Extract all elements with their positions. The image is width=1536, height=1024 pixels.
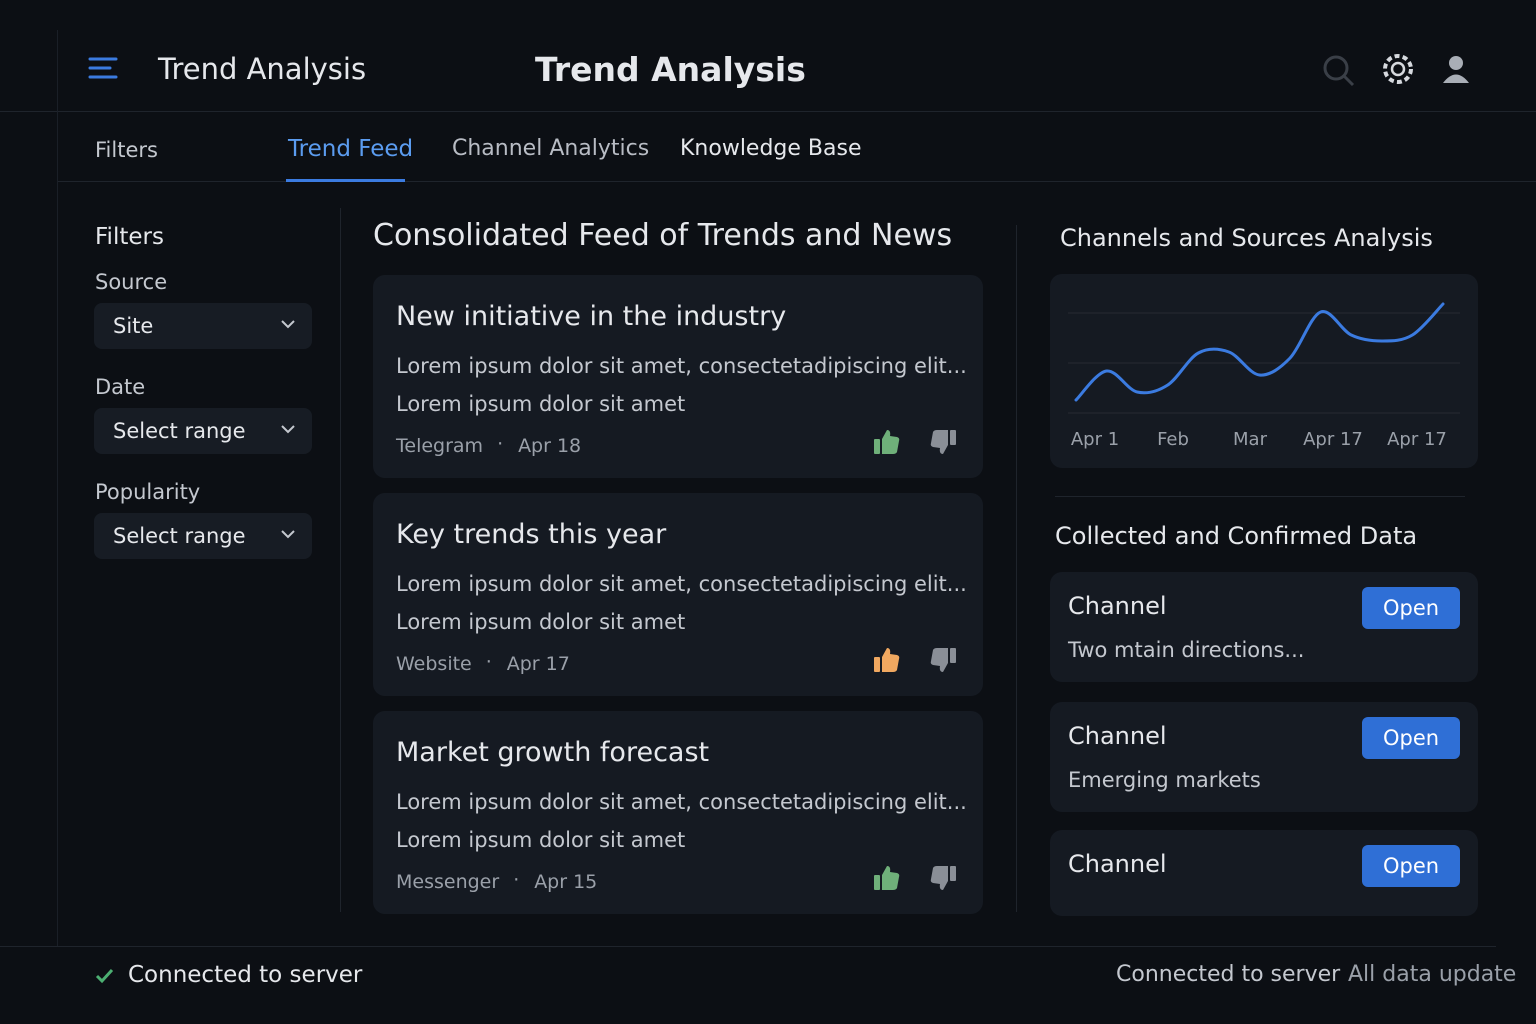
open-button[interactable]: Open	[1362, 587, 1460, 629]
tab[interactable]: Filters	[95, 138, 158, 162]
actions	[930, 427, 958, 461]
dislike-button[interactable]	[930, 427, 958, 457]
feed-item-title: Key trends this year	[396, 519, 667, 550]
app-title: Trend Analysis	[158, 52, 367, 86]
page-title: Trend Analysis	[535, 50, 806, 89]
chevron	[281, 530, 295, 539]
tab-underline	[286, 179, 405, 182]
feed-card	[373, 493, 983, 696]
feed-item-source: Telegram	[396, 435, 484, 457]
filters-title: Filters	[95, 224, 164, 250]
data-card: Channel Open	[1050, 830, 1478, 916]
status: Connected to server	[128, 962, 363, 988]
chevron	[281, 425, 295, 434]
data-card: Channel Open Emerging markets	[1050, 702, 1478, 812]
header-border	[0, 111, 1536, 112]
tab-active[interactable]: Trend Feed	[288, 136, 414, 162]
chart-card	[1050, 274, 1478, 468]
feed-item-text: Lorem ipsum dolor sit amet, consectetadi…	[396, 790, 967, 814]
select-value: Select range	[113, 419, 246, 443]
update: All data update	[1348, 962, 1517, 987]
select[interactable]: Site	[94, 303, 312, 349]
like-button[interactable]	[872, 427, 900, 457]
dislike-button[interactable]	[930, 645, 958, 675]
left-border	[57, 30, 58, 946]
channel-text: Two mtain directions...	[1068, 638, 1305, 662]
line	[1074, 302, 1445, 402]
x-label: Apr 17	[1303, 429, 1363, 450]
menu-icon[interactable]	[88, 56, 120, 82]
separator: ·	[513, 869, 520, 891]
feed-title: Consolidated Feed of Trends and News	[373, 218, 953, 253]
filter-label: Source	[95, 270, 168, 294]
feed-item-title: Market growth forecast	[396, 737, 710, 768]
like-button[interactable]	[872, 863, 900, 893]
divider	[1055, 496, 1465, 497]
separator: ·	[485, 651, 492, 673]
status-right: Connected to server	[1116, 962, 1341, 987]
filter-label: Date	[95, 375, 146, 399]
dislike-button[interactable]	[930, 863, 958, 893]
channel-text: Emerging markets	[1068, 768, 1261, 792]
footer-border	[0, 946, 1496, 947]
actions	[872, 645, 900, 679]
feed-item-date: Apr 15	[534, 871, 598, 893]
feed-item-title: New initiative in the industry	[396, 301, 787, 332]
select-value: Site	[113, 314, 154, 338]
x-label: Mar	[1233, 429, 1268, 450]
x-label: Feb	[1157, 429, 1189, 450]
feed-item-text: Lorem ipsum dolor sit amet, consectetadi…	[396, 572, 967, 596]
chevron	[281, 320, 295, 329]
feed-item-date: Apr 17	[506, 653, 570, 675]
collected-title: Collected and Confirmed Data	[1055, 522, 1418, 550]
feed-item-date: Apr 18	[518, 435, 582, 457]
feed-item-source: Messenger	[396, 871, 500, 893]
divider	[340, 208, 341, 912]
feed-card	[373, 275, 983, 478]
open-button[interactable]: Open	[1362, 845, 1460, 887]
tab[interactable]: Channel Analytics	[452, 136, 650, 161]
channel-name: Channel	[1068, 722, 1167, 750]
data-card: Channel Open Two mtain directions...	[1050, 572, 1478, 682]
feed-item-text: Lorem ipsum dolor sit amet, consectetadi…	[396, 354, 967, 378]
actions	[930, 863, 958, 897]
x-label: Apr 17	[1387, 429, 1447, 450]
filter-label: Popularity	[95, 480, 201, 504]
x-label: Apr 1	[1071, 429, 1119, 450]
tabs-border	[58, 181, 1536, 182]
open-button[interactable]: Open	[1362, 717, 1460, 759]
feed-item-text: Lorem ipsum dolor sit amet	[396, 392, 686, 416]
select[interactable]: Select range	[94, 408, 312, 454]
search-icon[interactable]	[1322, 54, 1356, 88]
feed-item-text: Lorem ipsum dolor sit amet	[396, 610, 686, 634]
channel-name: Channel	[1068, 850, 1167, 878]
channel-name: Channel	[1068, 592, 1167, 620]
like-button[interactable]	[872, 645, 900, 675]
actions	[872, 427, 900, 461]
divider	[1016, 225, 1017, 912]
actions	[930, 645, 958, 679]
check-icon	[95, 968, 114, 984]
feed-card	[373, 711, 983, 914]
select[interactable]: Select range	[94, 513, 312, 559]
user-icon[interactable]	[1442, 54, 1470, 84]
actions	[872, 863, 900, 897]
separator: ·	[497, 433, 504, 455]
select-value: Select range	[113, 524, 246, 548]
feed-item-text: Lorem ipsum dolor sit amet	[396, 828, 686, 852]
chart-title: Channels and Sources Analysis	[1060, 224, 1433, 252]
tab[interactable]: Knowledge Base	[680, 136, 862, 161]
feed-item-source: Website	[396, 653, 472, 675]
settings-icon[interactable]	[1380, 51, 1416, 87]
